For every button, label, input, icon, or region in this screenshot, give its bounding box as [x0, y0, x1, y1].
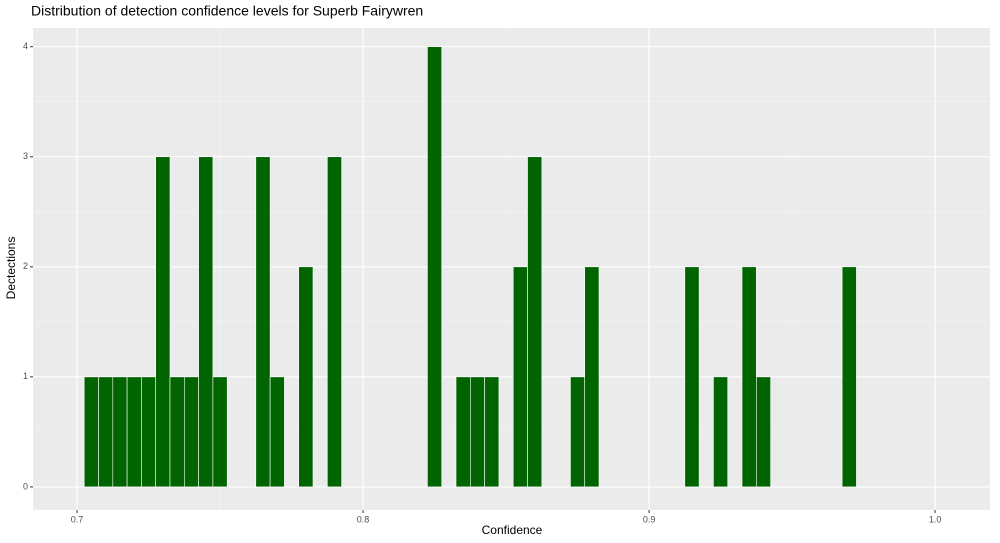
- bar: [298, 266, 314, 488]
- y-tick-label: 3: [23, 151, 28, 161]
- bar: [269, 376, 285, 488]
- bar: [212, 376, 228, 488]
- bar: [184, 376, 199, 488]
- bar: [584, 266, 600, 488]
- bar: [126, 376, 142, 488]
- bar: [83, 376, 99, 488]
- bar: [169, 376, 185, 488]
- bar: [198, 156, 214, 488]
- bar: [741, 266, 757, 488]
- x-axis-title: Confidence: [482, 523, 543, 537]
- bar: [455, 376, 471, 488]
- bar: [841, 266, 857, 488]
- x-tick-label: 1.0: [929, 514, 942, 524]
- bar: [684, 266, 700, 488]
- bar: [713, 376, 729, 488]
- x-tick-label: 0.7: [71, 514, 84, 524]
- chart-title: Distribution of detection confidence lev…: [31, 3, 423, 19]
- bar: [98, 376, 114, 488]
- bar: [756, 376, 771, 488]
- y-tick-label: 1: [23, 371, 28, 381]
- y-tick-label: 0: [23, 481, 28, 491]
- y-axis-title: Dectections: [4, 237, 18, 300]
- bar: [112, 376, 128, 488]
- bar: [327, 156, 342, 488]
- bar: [527, 156, 543, 488]
- bar: [484, 376, 500, 488]
- y-tick-label: 4: [23, 41, 28, 51]
- x-tick-label: 0.9: [643, 514, 656, 524]
- bar: [512, 266, 528, 488]
- y-tick-label: 2: [23, 261, 28, 271]
- x-tick-label: 0.8: [357, 514, 370, 524]
- bar: [255, 156, 271, 488]
- bar: [155, 156, 171, 488]
- bar: [470, 376, 485, 488]
- bar: [427, 46, 443, 488]
- bar: [141, 376, 156, 488]
- bar: [570, 376, 586, 488]
